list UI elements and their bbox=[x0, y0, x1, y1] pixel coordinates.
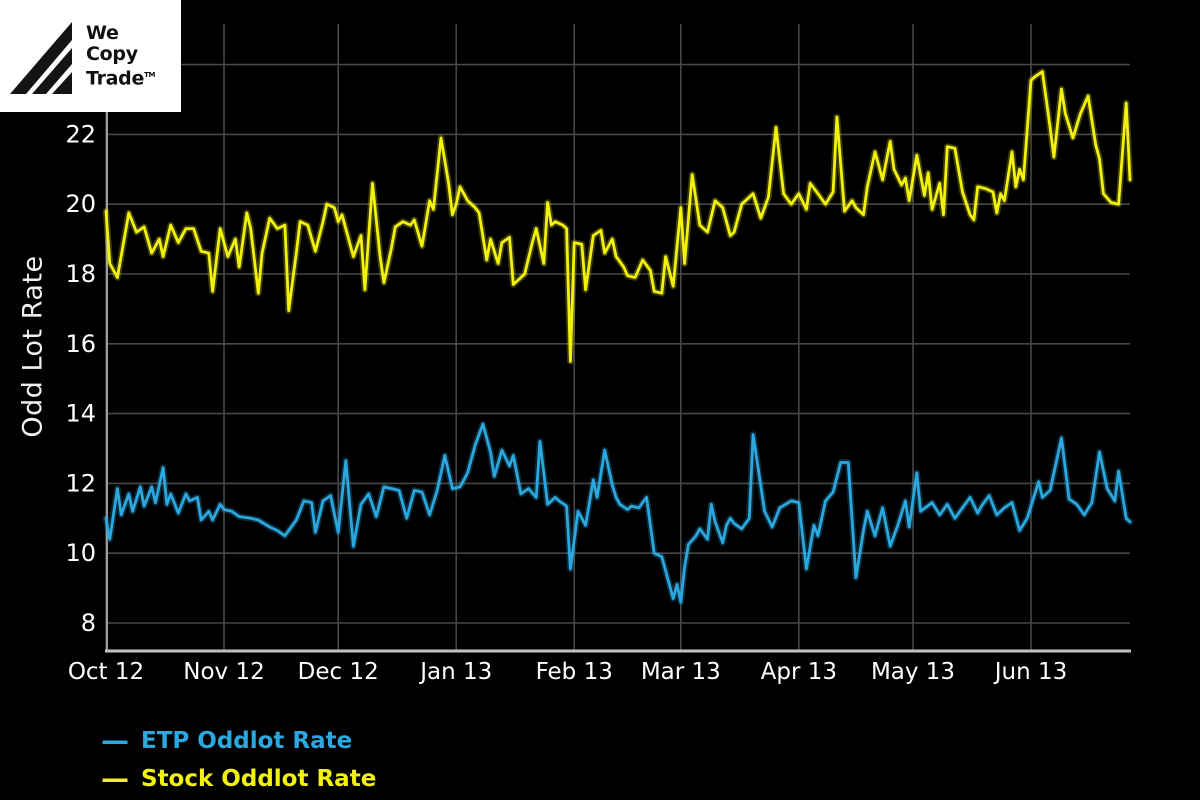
x-tick-label: Nov 12 bbox=[183, 659, 264, 685]
legend-dash-icon-stock: — bbox=[101, 762, 129, 795]
y-tick-label: 22 bbox=[65, 120, 96, 148]
series-glow-stock bbox=[102, 68, 1134, 365]
legend-item-stock: — Stock Oddlot Rate bbox=[101, 760, 376, 798]
logo-line-3: TradeTM bbox=[86, 67, 156, 90]
legend-label-etp: ETP Oddlot Rate bbox=[141, 728, 353, 754]
trademark-symbol: TM bbox=[144, 70, 156, 79]
y-tick-label: 12 bbox=[65, 469, 96, 497]
series-line-stock bbox=[104, 70, 1132, 363]
series-line-etp bbox=[104, 422, 1132, 604]
x-tick-label: Oct 12 bbox=[68, 659, 144, 685]
logo-line-1: We bbox=[86, 21, 119, 44]
logo-line-2: Copy bbox=[86, 42, 138, 65]
x-tick-label: Jan 13 bbox=[418, 659, 492, 685]
wecopytrade-logo-text: We Copy TradeTM bbox=[86, 21, 156, 90]
x-tick-label: Mar 13 bbox=[641, 659, 721, 685]
y-tick-label: 16 bbox=[65, 330, 96, 358]
chart-legend: — ETP Oddlot Rate — Stock Oddlot Rate bbox=[101, 722, 376, 798]
y-tick-label: 18 bbox=[65, 260, 96, 288]
wecopytrade-logo: We Copy TradeTM bbox=[0, 0, 181, 112]
y-tick-label: 8 bbox=[81, 609, 96, 637]
x-tick-label: May 13 bbox=[871, 659, 955, 685]
x-tick-label: Dec 12 bbox=[298, 659, 379, 685]
y-tick-label: 10 bbox=[65, 539, 96, 567]
x-tick-label: Jun 13 bbox=[993, 659, 1068, 685]
wecopytrade-logo-mark-icon bbox=[10, 22, 72, 94]
legend-label-stock: Stock Oddlot Rate bbox=[141, 766, 377, 792]
legend-dash-icon-etp: — bbox=[101, 724, 129, 757]
y-tick-label: 14 bbox=[65, 400, 96, 428]
y-axis-title: Odd Lot Rate bbox=[17, 255, 49, 438]
x-tick-label: Apr 13 bbox=[761, 659, 837, 685]
y-tick-label: 20 bbox=[65, 190, 96, 218]
x-tick-label: Feb 13 bbox=[536, 659, 613, 685]
legend-item-etp: — ETP Oddlot Rate bbox=[101, 722, 376, 760]
